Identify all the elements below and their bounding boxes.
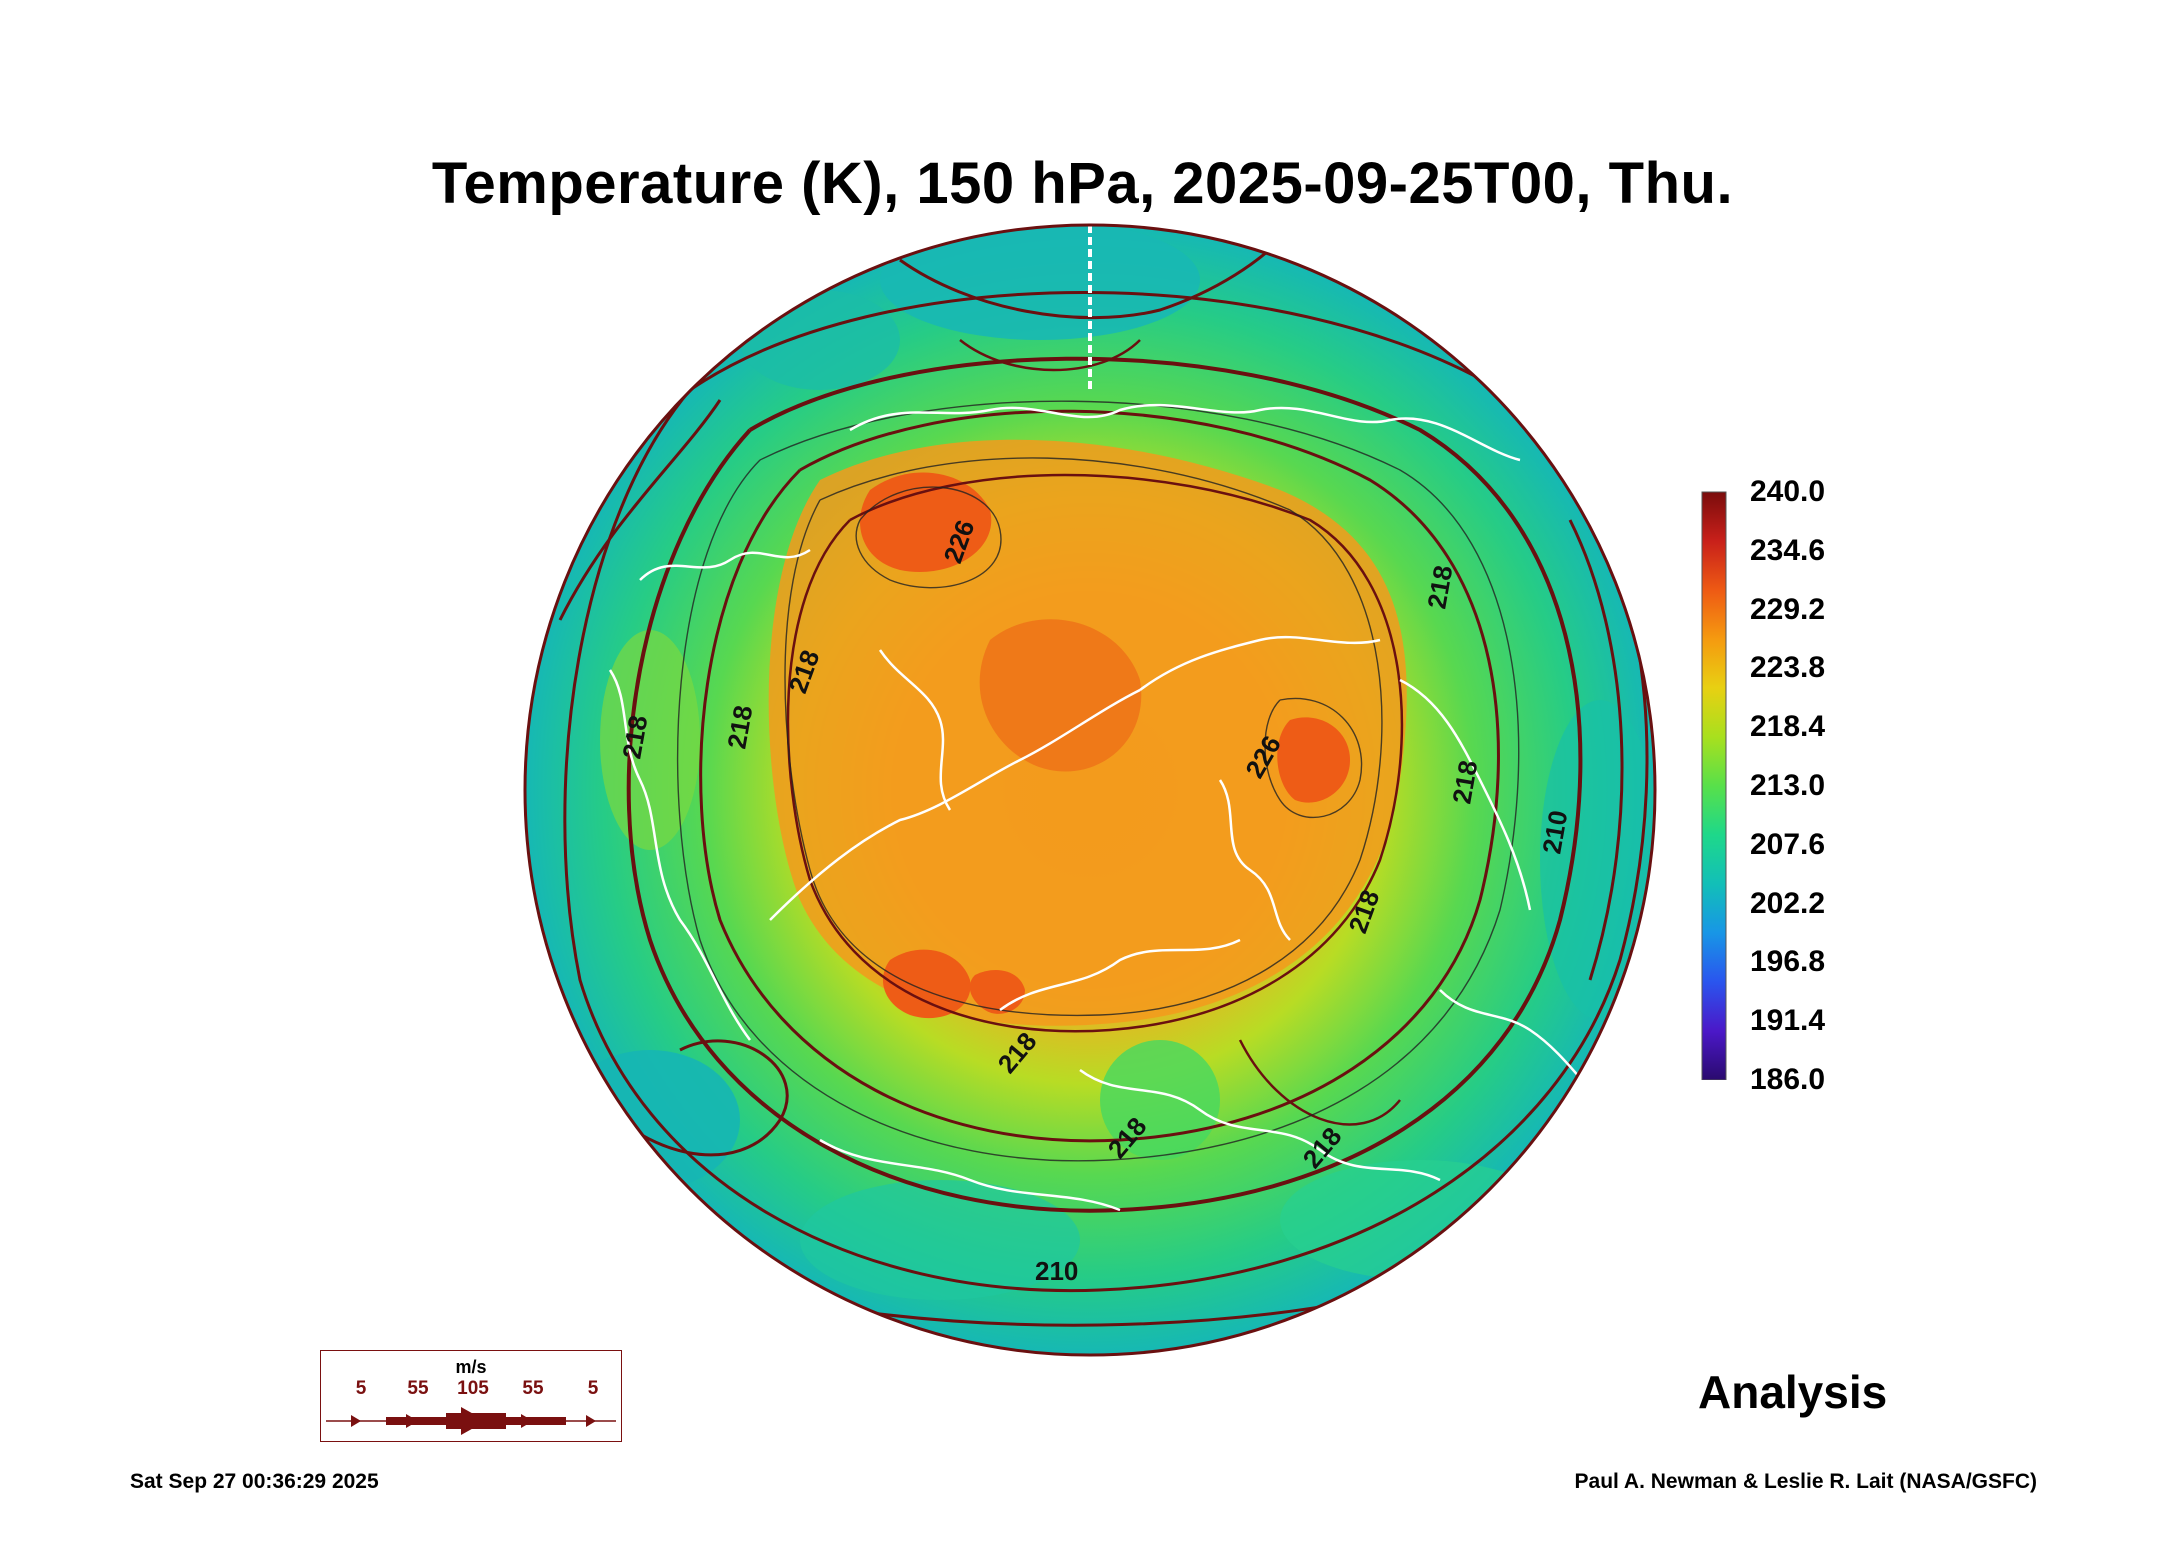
colorbar-tick-label: 196.8 [1750,945,1826,979]
colorbar-tick-label: 202.2 [1750,886,1826,920]
contour-label: 218 [1421,563,1458,611]
temperature-colorbar [1701,491,1727,1080]
contour-label: 218 [721,703,758,751]
warm-patch-center [979,619,1142,772]
cool-region-southeast [1280,1160,1560,1280]
wind-speed-label: 55 [407,1378,429,1399]
colorbar-tick-label: 186.0 [1750,1063,1826,1096]
wind-speed-label: 105 [457,1378,489,1399]
wind-speed-label: 5 [587,1378,599,1399]
wind-speed-label: 5 [355,1378,367,1399]
polar-temperature-map: 226 226 218 218 218 218 218 218 218 218 … [523,223,1657,1357]
generation-timestamp: Sat Sep 27 00:36:29 2025 [130,1470,379,1493]
contour-label: 218 [1446,758,1483,806]
colorbar-gradient [1701,491,1727,1080]
colorbar-tick-label: 229.2 [1750,592,1826,626]
colorbar-tick-label: 240.0 [1750,475,1826,508]
contour-label: 210 [1035,1256,1078,1286]
contour-label: 210 [1536,808,1573,856]
cool-region-east [1540,700,1655,1020]
cool-region-southwest [560,1050,740,1190]
colorbar-tick-label: 191.4 [1750,1004,1826,1038]
cool-region-south [800,1180,1080,1300]
globe-rim [523,223,1657,1357]
contour-label: 218 [616,713,653,761]
colorbar-tick-label: 234.6 [1750,533,1826,567]
wind-width-scale [326,1407,616,1435]
green-patch-south [1100,1040,1220,1160]
cool-region-north [880,225,1200,340]
temperature-contours [676,400,1520,1162]
author-credit: Paul A. Newman & Leslie R. Lait (NASA/GS… [1574,1470,2037,1493]
wind-unit-label: m/s [455,1357,487,1377]
hot-spot-southwest [882,949,971,1019]
wind-speed-label: 55 [522,1378,544,1399]
analysis-badge: Analysis [1698,1366,1888,1418]
map-title: Temperature (K), 150 hPa, 2025-09-25T00,… [431,151,1734,216]
colorbar-tick-label: 213.0 [1750,769,1826,802]
cool-region-northwest [740,290,900,390]
colorbar-tick-label: 218.4 [1750,710,1826,744]
hot-spot-east [1277,717,1350,803]
green-patch-west [600,630,700,850]
colorbar-tick-label: 223.8 [1750,651,1826,685]
wind-speed-legend: m/s 5 55 105 55 5 [320,1350,622,1442]
colorbar-tick-label: 207.6 [1750,827,1826,861]
hot-spot-north [860,472,992,572]
